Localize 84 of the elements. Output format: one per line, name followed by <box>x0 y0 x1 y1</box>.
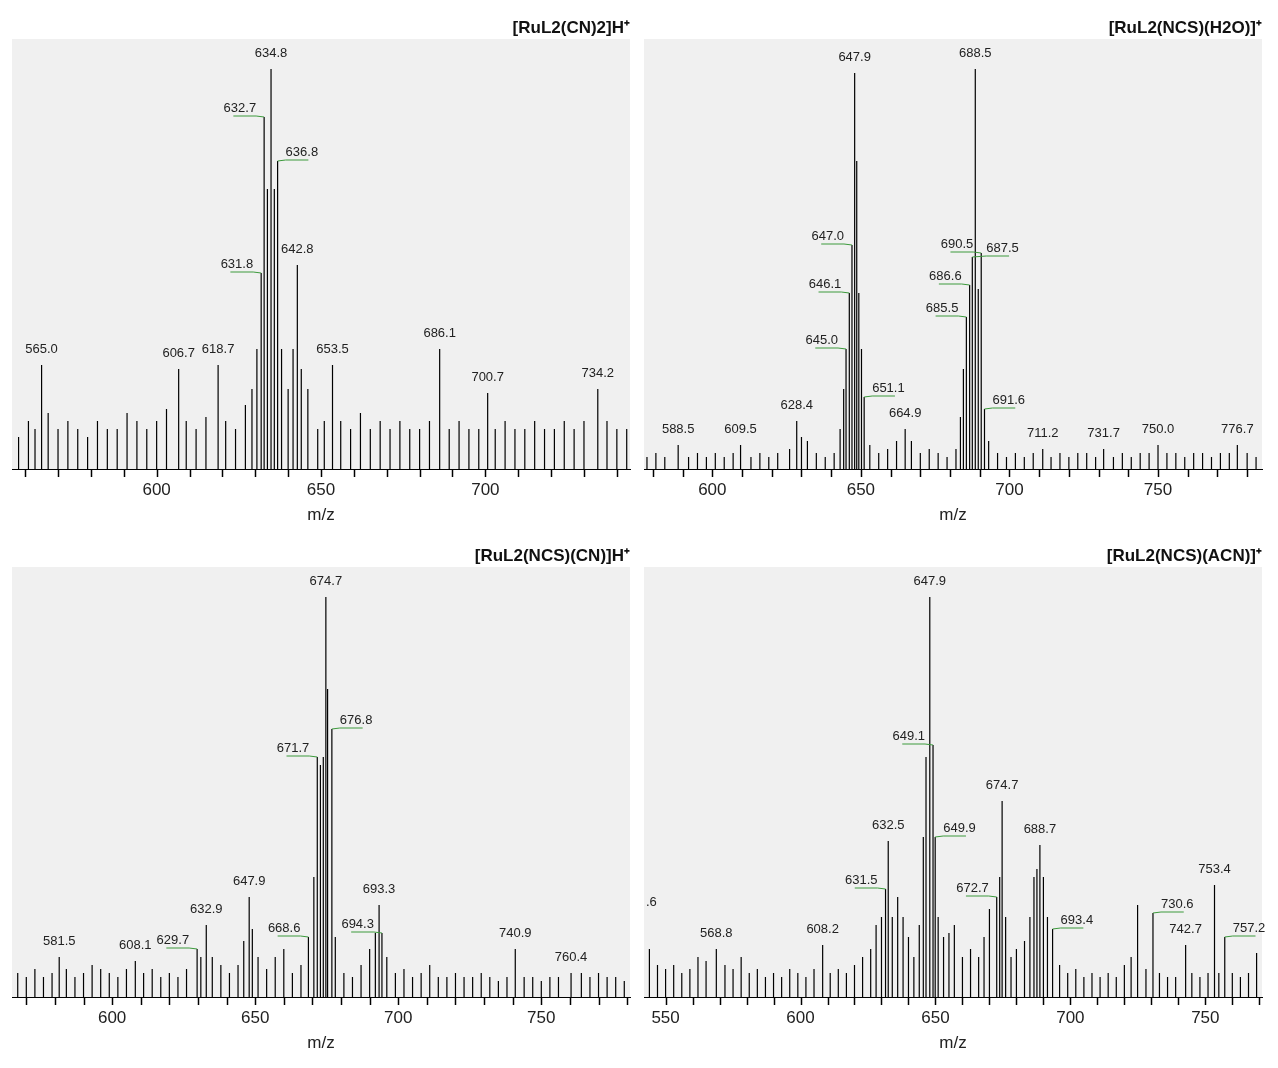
annotation: 757.2 <box>1232 920 1266 936</box>
annotation: 672.7 <box>956 880 989 896</box>
annotation: 646.1 <box>808 276 842 292</box>
annotation: 568.8 <box>700 925 733 941</box>
annotation: 731.7 <box>1087 425 1120 441</box>
annotation: 688.7 <box>1023 821 1057 837</box>
annotation: 632.5 <box>871 817 905 833</box>
annotation: 649.9 <box>943 820 976 836</box>
chart-title: [RuL2(NCS)(H2O)]⁺ <box>1108 18 1262 38</box>
x-axis-title: m/z <box>307 1033 335 1053</box>
annotation: 730.6 <box>1160 896 1194 912</box>
annotation: 606.7 <box>162 345 195 361</box>
x-tick-label: 750 <box>1143 479 1173 499</box>
annotation: 693.4 <box>1060 912 1094 928</box>
annotation: 694.3 <box>341 916 374 932</box>
annotation: 565.0 <box>25 341 58 357</box>
annotation: 647.9 <box>838 49 871 65</box>
annotation: 634.8 <box>254 45 288 61</box>
annotation: 608.2 <box>806 921 839 937</box>
annotation: 687.5 <box>986 240 1019 256</box>
annotation: 693.3 <box>362 881 396 897</box>
x-tick-label: 700 <box>384 1007 413 1027</box>
annotation: 588.5 <box>661 421 695 437</box>
annotation: 647.9 <box>913 573 947 589</box>
x-tick-label: 600 <box>698 479 727 499</box>
annotation: 674.7 <box>309 573 343 589</box>
annotation: 674.7 <box>985 777 1019 793</box>
annotation: 632.7 <box>223 100 257 116</box>
chart-title: [RuL2(NCS)(ACN)]⁺ <box>1106 546 1262 566</box>
annotation: 734.2 <box>581 365 615 381</box>
x-tick-label: 650 <box>241 1007 270 1027</box>
x-tick-label: 600 <box>786 1007 815 1027</box>
annotation: 645.0 <box>805 332 839 348</box>
annotation: 753.4 <box>1198 861 1231 877</box>
annotation: 688.5 <box>959 45 992 61</box>
annotation: 628.4 <box>780 397 813 413</box>
chart-title: [RuL2(NCS)(CN)]H⁺ <box>474 546 630 566</box>
annotation: 651.1 <box>872 380 905 396</box>
x-tick-label: 550 <box>651 1007 680 1027</box>
annotation: 700.7 <box>471 369 504 385</box>
annotation: 608.1 <box>119 937 152 953</box>
annotation: 642.8 <box>281 241 314 257</box>
annotation: .6 <box>646 894 657 910</box>
annotation: 631.8 <box>220 256 254 272</box>
x-tick-label: 750 <box>527 1007 556 1027</box>
annotation: 750.0 <box>1141 421 1175 437</box>
x-tick-label: 700 <box>1056 1007 1085 1027</box>
x-tick-label: 750 <box>1191 1007 1220 1027</box>
x-tick-label: 700 <box>471 479 500 499</box>
annotation: 618.7 <box>201 341 235 357</box>
x-tick-label: 650 <box>921 1007 950 1027</box>
annotation: 760.4 <box>554 949 588 965</box>
annotation: 671.7 <box>276 740 310 756</box>
annotation: 647.0 <box>811 228 844 244</box>
annotation: 668.6 <box>267 920 301 936</box>
annotation: 647.9 <box>232 873 266 889</box>
annotation: 690.5 <box>940 236 974 252</box>
annotation: 653.5 <box>316 341 349 357</box>
annotation: 742.7 <box>1169 921 1202 937</box>
annotation: 629.7 <box>156 932 190 948</box>
x-axis-title: m/z <box>307 505 335 525</box>
x-tick-label: 650 <box>306 479 336 499</box>
annotation: 686.1 <box>423 325 456 341</box>
annotation: 664.9 <box>888 405 922 421</box>
annotation: 676.8 <box>339 712 373 728</box>
x-tick-label: 650 <box>846 479 876 499</box>
annotation: 581.5 <box>42 933 76 949</box>
annotation: 740.9 <box>499 925 532 941</box>
annotation: 649.1 <box>892 728 926 744</box>
x-axis-title: m/z <box>939 1033 967 1053</box>
annotation: 609.5 <box>724 421 757 437</box>
x-tick-label: 600 <box>97 1007 127 1027</box>
x-axis-title: m/z <box>939 505 967 525</box>
annotation: 686.6 <box>929 268 962 284</box>
annotation: 632.9 <box>190 901 223 917</box>
annotation: 631.5 <box>845 872 878 888</box>
annotation: 776.7 <box>1221 421 1254 437</box>
chart-title: [RuL2(CN)2]H⁺ <box>512 18 630 38</box>
x-tick-label: 700 <box>995 479 1024 499</box>
x-tick-label: 600 <box>142 479 171 499</box>
annotation: 636.8 <box>285 144 319 160</box>
annotation: 691.6 <box>992 392 1026 408</box>
annotation: 711.2 <box>1026 425 1059 441</box>
annotation: 685.5 <box>925 300 959 316</box>
